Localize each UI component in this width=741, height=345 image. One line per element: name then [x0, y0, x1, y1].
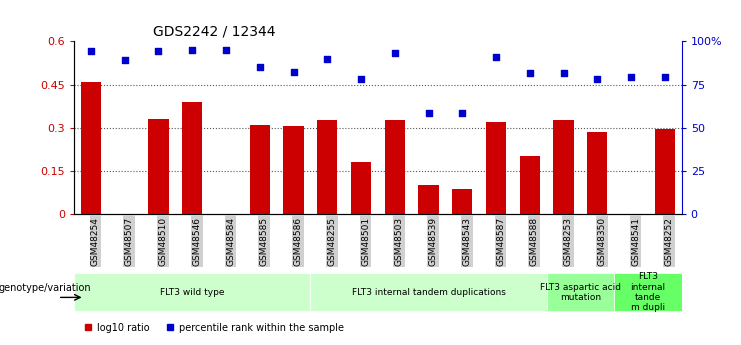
Bar — [486, 122, 506, 214]
Bar — [250, 125, 270, 214]
Point — [220, 47, 232, 53]
Bar — [587, 132, 608, 214]
Bar — [148, 119, 169, 214]
FancyBboxPatch shape — [547, 273, 614, 312]
Point — [153, 49, 165, 54]
Point — [355, 76, 367, 81]
Point — [288, 69, 299, 74]
Point — [422, 110, 434, 116]
Point — [558, 70, 570, 76]
Text: GSM48539: GSM48539 — [428, 217, 437, 266]
Text: GSM48588: GSM48588 — [530, 217, 539, 266]
Point — [659, 75, 671, 80]
Text: genotype/variation: genotype/variation — [0, 283, 91, 293]
Point — [591, 76, 603, 81]
Point — [456, 110, 468, 116]
Text: FLT3
internal
tande
m dupli: FLT3 internal tande m dupli — [631, 272, 665, 313]
Text: GSM48255: GSM48255 — [328, 217, 336, 266]
Bar — [554, 120, 574, 214]
Bar — [182, 102, 202, 214]
Text: FLT3 aspartic acid
mutation: FLT3 aspartic acid mutation — [540, 283, 621, 302]
Text: GSM48254: GSM48254 — [91, 217, 100, 266]
FancyBboxPatch shape — [310, 273, 547, 312]
Bar — [283, 126, 304, 214]
Bar — [519, 156, 540, 214]
Text: GSM48541: GSM48541 — [631, 217, 640, 266]
Text: GSM48503: GSM48503 — [395, 217, 404, 266]
Bar — [385, 120, 405, 214]
Text: GSM48507: GSM48507 — [124, 217, 133, 266]
Bar — [317, 120, 337, 214]
Text: GSM48586: GSM48586 — [293, 217, 302, 266]
Text: GSM48350: GSM48350 — [597, 217, 606, 266]
Point — [322, 56, 333, 61]
Text: FLT3 internal tandem duplications: FLT3 internal tandem duplications — [352, 288, 505, 297]
FancyBboxPatch shape — [614, 273, 682, 312]
Point — [85, 49, 97, 54]
Text: GSM48584: GSM48584 — [226, 217, 235, 266]
Text: FLT3 wild type: FLT3 wild type — [160, 288, 225, 297]
Bar — [351, 162, 371, 214]
Text: GSM48252: GSM48252 — [665, 217, 674, 266]
Text: GSM48546: GSM48546 — [192, 217, 202, 266]
Text: GSM48585: GSM48585 — [260, 217, 269, 266]
Text: GSM48543: GSM48543 — [462, 217, 471, 266]
Point — [119, 57, 130, 63]
FancyBboxPatch shape — [74, 273, 310, 312]
Point — [490, 55, 502, 60]
Point — [524, 70, 536, 76]
Point — [254, 65, 266, 70]
Text: GSM48253: GSM48253 — [564, 217, 573, 266]
Bar — [81, 82, 101, 214]
Point — [186, 47, 198, 53]
Bar — [419, 185, 439, 214]
Text: GSM48587: GSM48587 — [496, 217, 505, 266]
Text: GSM48510: GSM48510 — [159, 217, 167, 266]
Legend: log10 ratio, percentile rank within the sample: log10 ratio, percentile rank within the … — [79, 319, 348, 337]
Point — [389, 50, 401, 56]
Bar — [452, 189, 473, 214]
Bar — [655, 129, 675, 214]
Point — [625, 75, 637, 80]
Text: GDS2242 / 12344: GDS2242 / 12344 — [153, 25, 276, 39]
Text: GSM48501: GSM48501 — [361, 217, 370, 266]
